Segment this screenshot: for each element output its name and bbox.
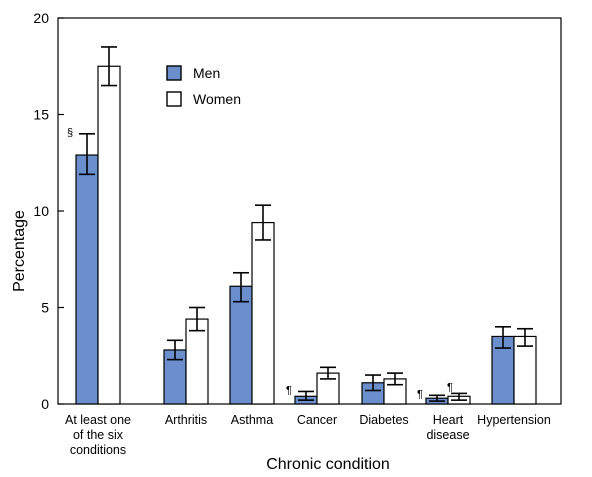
- y-axis-title: Percentage: [11, 210, 28, 292]
- bars-group: § ¶ ¶ ¶: [67, 46, 537, 405]
- x-axis-title: Chronic condition: [266, 456, 390, 473]
- category-label: Diabetes: [359, 413, 408, 427]
- category-label-line: Diabetes: [359, 413, 408, 427]
- category-label-line: Hypertension: [477, 413, 551, 427]
- bar-men: [229, 285, 253, 405]
- bar-men: [75, 154, 99, 405]
- category-label-line: At least one: [65, 413, 131, 427]
- category-label: At least one of the six conditions: [65, 413, 131, 457]
- category-label: Asthma: [231, 413, 273, 427]
- annotation-mark: ¶: [447, 381, 453, 393]
- category-label-line: disease: [426, 428, 469, 442]
- y-axis: 0 5 10 15 20: [33, 10, 64, 412]
- legend-swatch-men: [166, 65, 182, 81]
- y-tick-label: 10: [33, 203, 49, 219]
- y-tick-label: 15: [33, 107, 49, 123]
- legend: Men Women: [166, 65, 241, 107]
- category-label: Heart disease: [426, 413, 469, 442]
- bar-women: [251, 221, 275, 405]
- legend-label-women: Women: [193, 91, 241, 107]
- y-tick-label: 20: [33, 10, 49, 26]
- category-label-line: Cancer: [297, 413, 337, 427]
- category-label-line: Heart: [433, 413, 464, 427]
- legend-label-men: Men: [193, 65, 220, 81]
- category-label: Cancer: [297, 413, 337, 427]
- category-label-line: conditions: [70, 443, 126, 457]
- legend-swatch-women: [166, 91, 182, 107]
- category-label: Arthritis: [165, 413, 207, 427]
- x-axis-labels: At least one of the six conditions Arthriti…: [65, 413, 551, 457]
- y-tick-label: 0: [41, 396, 49, 412]
- category-label: Hypertension: [477, 413, 551, 427]
- annotation-mark: ¶: [286, 384, 292, 396]
- category-label-line: Asthma: [231, 413, 273, 427]
- plot-frame: [57, 17, 562, 405]
- category-label-line: Arthritis: [165, 413, 207, 427]
- annotation-mark: §: [67, 127, 73, 139]
- y-tick-label: 5: [41, 300, 49, 316]
- bar-women: [97, 65, 121, 405]
- annotation-mark: ¶: [417, 388, 423, 400]
- bar-women: [185, 318, 209, 405]
- category-label-line: of the six: [73, 428, 124, 442]
